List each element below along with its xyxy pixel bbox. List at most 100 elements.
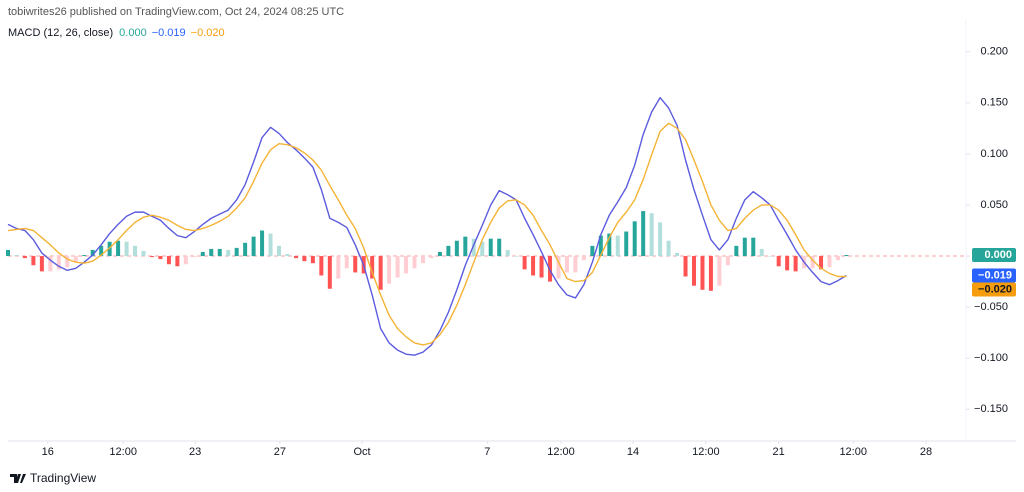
histogram-bar — [505, 249, 510, 257]
x-tick-label: 12:00 — [547, 446, 575, 458]
legend-value: −0.019 — [152, 27, 186, 39]
histogram-bar — [370, 256, 375, 279]
price-tag-label: 0.000 — [984, 249, 1012, 261]
histogram-bar — [260, 230, 265, 257]
histogram-bar — [293, 256, 298, 259]
histogram-bar — [691, 256, 696, 286]
histogram-bar — [658, 222, 663, 257]
histogram-bar — [751, 237, 756, 257]
histogram-bar — [166, 256, 171, 265]
y-tick-label: 0.150 — [980, 97, 1008, 109]
histogram-bar — [497, 238, 502, 257]
header-text: tobiwrites26 published on TradingView.co… — [8, 6, 344, 18]
histogram-bar — [700, 256, 705, 290]
histogram-bar — [183, 256, 188, 265]
y-tick-label: −0.050 — [974, 301, 1008, 313]
histogram-bar — [420, 256, 425, 264]
histogram-bar — [471, 238, 476, 257]
histogram-bar — [488, 238, 493, 257]
histogram-bar — [73, 256, 78, 263]
x-tick-label: 12:00 — [692, 446, 720, 458]
histogram-bar — [539, 256, 544, 278]
price-tag: 0.000 — [972, 248, 1016, 263]
histogram-bar — [82, 255, 87, 257]
histogram-bar — [226, 249, 231, 257]
histogram-bar — [48, 256, 53, 272]
legend-value: −0.020 — [191, 27, 225, 39]
histogram-bar — [319, 256, 324, 276]
histogram-bar — [725, 256, 730, 266]
brand-logo — [10, 474, 26, 483]
histogram-bar — [776, 256, 781, 267]
histogram-bar — [835, 256, 840, 261]
histogram-bar — [99, 245, 104, 257]
histogram-bar — [175, 256, 180, 267]
histogram-bar — [581, 256, 586, 261]
histogram-bar — [378, 256, 383, 290]
histogram-bar — [192, 256, 197, 258]
histogram-bar — [463, 236, 468, 257]
histogram-bar — [141, 250, 146, 257]
y-tick-label: 0.050 — [980, 199, 1008, 211]
histogram-bar — [666, 240, 671, 257]
histogram-bar — [437, 251, 442, 257]
x-tick-label: 12:00 — [839, 446, 867, 458]
histogram-bar — [336, 256, 341, 279]
price-tag-box — [972, 268, 1016, 283]
brand-name: TradingView — [30, 471, 96, 485]
histogram-bar — [590, 245, 595, 257]
histogram-bar — [564, 256, 569, 273]
histogram-bar — [844, 255, 849, 257]
histogram-bar — [200, 251, 205, 257]
histogram-bar — [531, 256, 536, 276]
histogram-bar — [344, 256, 349, 269]
histogram-bar — [302, 256, 307, 262]
histogram-bar — [624, 231, 629, 257]
line-series — [7, 122, 847, 346]
histogram-bar — [708, 256, 713, 291]
x-tick-label: 23 — [189, 446, 201, 458]
histogram-bar — [446, 245, 451, 257]
histogram-bar — [310, 256, 315, 264]
price-tag-box — [972, 282, 1016, 297]
histogram-bar — [717, 256, 722, 286]
histogram-bar — [454, 240, 459, 257]
histogram-bar — [649, 213, 654, 257]
price-tag-box — [972, 248, 1016, 263]
x-tick-label: 28 — [920, 446, 932, 458]
histogram-bar — [810, 256, 815, 269]
histogram-bar — [285, 254, 290, 257]
price-tag: −0.020 — [972, 282, 1016, 297]
price-tag-label: −0.020 — [978, 283, 1012, 295]
histogram-bar — [90, 249, 95, 257]
histogram-bar — [56, 256, 61, 270]
histogram-bar — [480, 241, 485, 257]
histogram-bar — [209, 248, 214, 257]
y-tick-label: −0.100 — [974, 352, 1008, 364]
legend-title: MACD (12, 26, close) — [8, 27, 113, 39]
x-tick-label: 14 — [627, 446, 639, 458]
y-tick-label: 0.200 — [980, 46, 1008, 58]
histogram-bar — [607, 233, 612, 257]
histogram-bar — [65, 256, 70, 268]
legend-value: 0.000 — [119, 27, 147, 39]
histogram-bar — [632, 221, 637, 257]
histogram-bar — [387, 256, 392, 284]
histogram-bar — [641, 211, 646, 257]
histogram-bar — [598, 235, 603, 257]
histogram-bar — [353, 256, 358, 273]
x-tick-label: 7 — [484, 446, 490, 458]
line-series — [7, 96, 847, 356]
histogram-bar — [785, 256, 790, 271]
histogram-bar — [412, 256, 417, 269]
histogram-bar — [268, 233, 273, 257]
histogram-bar — [675, 252, 680, 257]
histogram-bar — [793, 256, 798, 272]
histogram-bar — [522, 256, 527, 270]
histogram-bar — [404, 256, 409, 274]
histogram-bar — [556, 256, 561, 279]
histogram-bar — [14, 255, 19, 257]
y-tick-label: 0.100 — [980, 148, 1008, 160]
